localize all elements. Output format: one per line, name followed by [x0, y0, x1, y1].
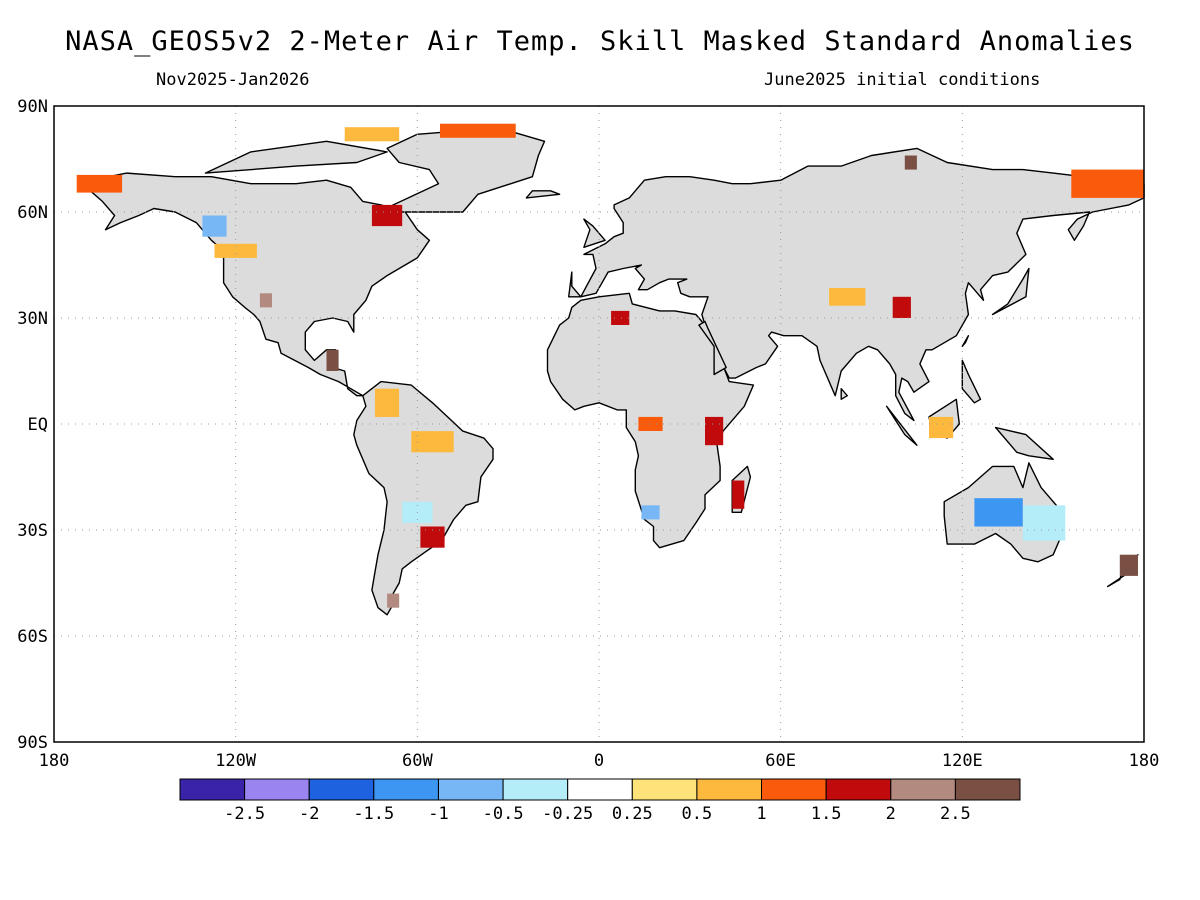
longitude-tick-label: 60E	[765, 751, 796, 771]
anomaly-patch	[611, 310, 630, 325]
anomaly-patch	[1119, 554, 1138, 576]
anomaly-patch	[829, 288, 866, 306]
anomaly-patch	[974, 498, 1023, 527]
longitude-tick-label: 180	[39, 751, 70, 771]
longitude-tick-label: 120E	[942, 751, 983, 771]
latitude-tick-label: 90N	[17, 97, 48, 117]
latitude-tick-label: 30S	[17, 521, 48, 541]
colorbar-swatch	[567, 778, 633, 801]
latitude-tick-label: 90S	[17, 733, 48, 753]
sumatra-land	[885, 405, 918, 446]
latitude-tick-label: 30N	[17, 309, 48, 329]
arabia-land	[698, 320, 727, 376]
colorbar-label: -2.5	[224, 804, 265, 824]
gridlines	[54, 106, 1144, 742]
colorbar-swatch	[373, 778, 439, 801]
chart-title: NASA_GEOS5v2 2-Meter Air Temp. Skill Mas…	[65, 26, 1135, 57]
colorbar-swatch	[438, 778, 504, 801]
anomaly-patch	[641, 505, 660, 520]
colorbar-label: -1.5	[353, 804, 394, 824]
longitude-tick-label: 120W	[215, 751, 257, 771]
colorbar-label: 2	[886, 804, 896, 824]
anomaly-patch	[371, 204, 403, 227]
latitude-tick-label: 60S	[17, 627, 48, 647]
anomaly-patch	[638, 416, 663, 431]
latitude-labels: 90N 60N 30N EQ 30S 60S 90S	[17, 97, 48, 753]
forecast-period: Nov2025-Jan2026	[156, 70, 310, 90]
anomaly-patch	[76, 174, 123, 193]
colorbar-swatch	[761, 778, 827, 801]
britain-land	[583, 218, 606, 248]
colorbar-swatch	[954, 778, 1021, 801]
colorbar-label: 2.5	[940, 804, 971, 824]
south-america-land	[353, 380, 494, 616]
philippines-land	[961, 359, 982, 404]
anomaly-patch	[326, 349, 339, 371]
anomaly-patch	[929, 416, 954, 439]
colorbar: -2.5 -2 -1.5 -1 -0.5 -0.25 0.25 0.5 1 1.5 2 2.5	[179, 778, 1021, 824]
colorbar-label: -2	[299, 804, 319, 824]
colorbar-swatch	[308, 778, 375, 801]
colorbar-label: 0.25	[612, 804, 653, 824]
anomaly-patch	[344, 127, 400, 142]
colorbar-swatch	[179, 778, 246, 801]
taiwan-land	[961, 335, 970, 347]
anomaly-patch	[732, 480, 745, 509]
longitude-tick-label: 180	[1129, 751, 1160, 771]
anomaly-patch	[904, 155, 917, 170]
anomaly-patch	[440, 123, 516, 138]
colorbar-label: 0.5	[682, 804, 713, 824]
colorbar-swatch	[631, 778, 698, 801]
colorbar-label: 1.5	[811, 804, 842, 824]
greenland-land	[377, 130, 546, 213]
colorbar-swatch	[890, 778, 956, 801]
new-guinea-land	[994, 426, 1054, 460]
anomaly-patch	[202, 215, 227, 237]
longitude-tick-label: 0	[594, 751, 604, 771]
initial-conditions: June2025 initial conditions	[764, 70, 1041, 90]
longitude-labels: 180 120W 60W 0 60E 120E 180	[39, 751, 1160, 771]
anomaly-patch	[892, 296, 911, 318]
colorbar-swatch	[502, 778, 569, 801]
anomaly-patch	[420, 526, 445, 548]
colorbar-swatch	[825, 778, 892, 801]
latitude-tick-label: 60N	[17, 203, 48, 223]
colorbar-label: -0.25	[542, 804, 593, 824]
land-layer	[89, 130, 1145, 616]
eurasia-land	[568, 147, 1145, 422]
colorbar-label: -1	[428, 804, 448, 824]
map-frame	[53, 105, 1145, 743]
anomaly-patch	[1071, 169, 1144, 198]
colorbar-label: -0.5	[483, 804, 524, 824]
anomaly-patch	[374, 388, 400, 417]
sri-lanka-land	[840, 388, 848, 400]
latitude-tick-label: EQ	[28, 415, 48, 435]
colorbar-swatch	[244, 778, 310, 801]
anomaly-patch	[214, 243, 257, 258]
anomaly-patch	[705, 416, 724, 446]
longitude-tick-label: 60W	[402, 751, 433, 771]
arctic-islands-land	[204, 140, 388, 174]
iceland-land	[525, 190, 561, 199]
colorbar-label: 1	[756, 804, 766, 824]
japan-land	[991, 267, 1030, 316]
anomaly-patch	[411, 431, 454, 453]
anomaly-patch	[1022, 505, 1066, 541]
anomaly-patch	[387, 593, 400, 608]
anomaly-patch	[259, 293, 272, 308]
colorbar-swatch	[696, 778, 763, 801]
